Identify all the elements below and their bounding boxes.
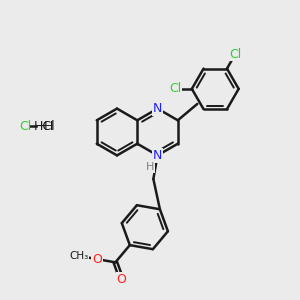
Text: Cl: Cl (229, 48, 241, 61)
Text: H: H (43, 119, 53, 133)
Text: CH₃: CH₃ (70, 251, 89, 261)
Text: N: N (153, 102, 162, 115)
Text: O: O (117, 273, 127, 286)
Text: ─: ─ (37, 119, 44, 133)
Text: H: H (146, 162, 154, 172)
Text: Cl: Cl (20, 119, 32, 133)
Text: N: N (153, 149, 162, 162)
Text: Cl: Cl (169, 82, 182, 95)
Text: O: O (92, 253, 102, 266)
Text: HCl: HCl (34, 119, 56, 133)
